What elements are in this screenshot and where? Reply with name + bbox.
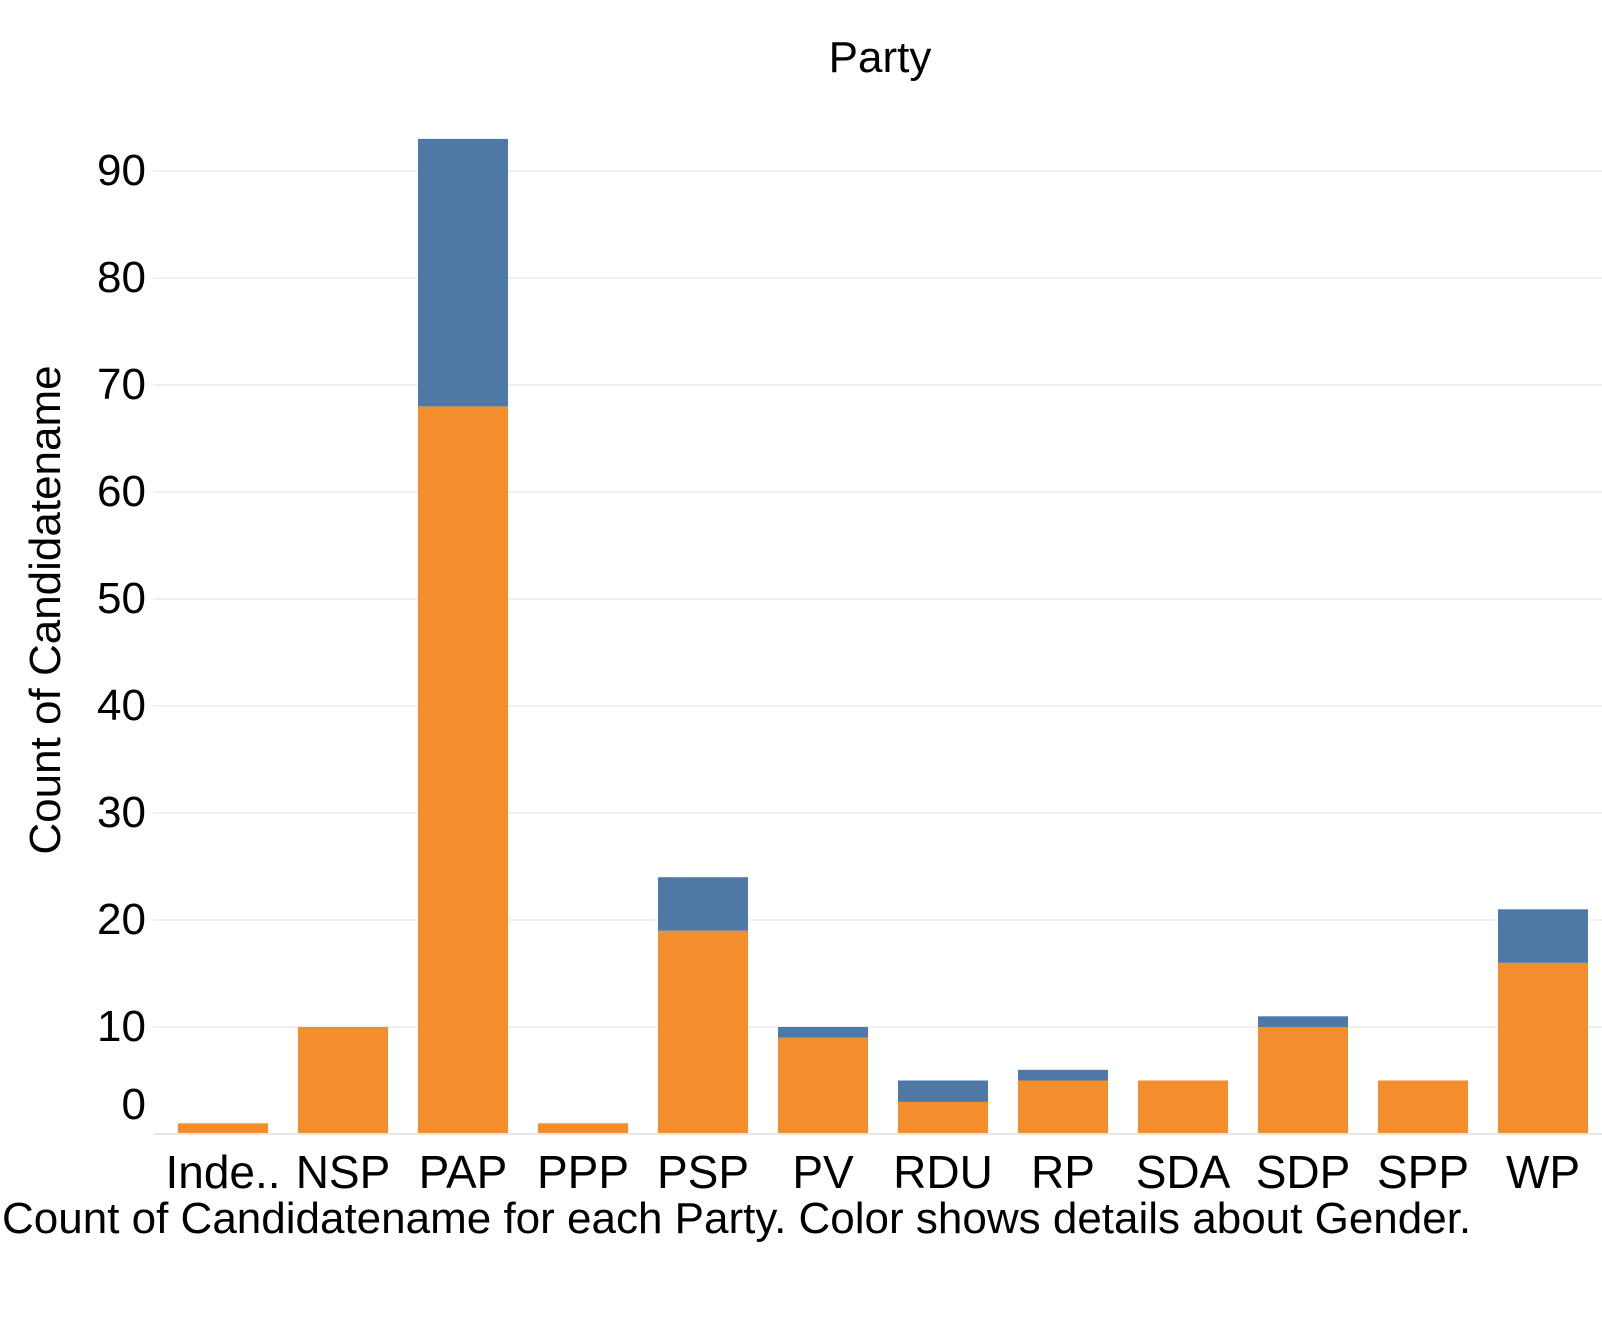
bar-segment-1[interactable] bbox=[1498, 909, 1588, 963]
bar-segment-0[interactable] bbox=[1018, 1080, 1108, 1135]
bar-segment-0[interactable] bbox=[178, 1123, 268, 1134]
bar-segment-0[interactable] bbox=[658, 930, 748, 1134]
bar-segment-1[interactable] bbox=[1018, 1069, 1108, 1081]
x-tick-label: NSP bbox=[296, 1146, 391, 1190]
y-tick-label: 90 bbox=[97, 146, 146, 195]
bars bbox=[178, 138, 1588, 1135]
x-axis-ticks: Inde.. NSP PAP PPP PSP PV RDU RP SDA SDP SPP WP bbox=[165, 1146, 1580, 1190]
bar-segment-1[interactable] bbox=[658, 877, 748, 931]
x-tick-label: SPP bbox=[1377, 1146, 1469, 1190]
bar-segment-1[interactable] bbox=[778, 1027, 868, 1038]
y-axis-label: Count of Candidatename bbox=[21, 365, 70, 854]
y-tick-label: 70 bbox=[97, 360, 146, 409]
bar-segment-0[interactable] bbox=[1498, 962, 1588, 1134]
y-tick-label: 30 bbox=[97, 788, 146, 837]
bar-segment-0[interactable] bbox=[778, 1037, 868, 1134]
bar-segment-0[interactable] bbox=[418, 406, 508, 1134]
stacked-bar-chart: Party Count of Candidatename 0 10 20 30 40 50… bbox=[21, 33, 1602, 1190]
x-tick-label: RDU bbox=[893, 1146, 993, 1190]
gridlines bbox=[153, 170, 1602, 1028]
bar-segment-0[interactable] bbox=[898, 1101, 988, 1134]
y-tick-label: 50 bbox=[97, 574, 146, 623]
bar-segment-0[interactable] bbox=[538, 1123, 628, 1134]
bar-segment-0[interactable] bbox=[1138, 1080, 1228, 1135]
y-tick-label: 80 bbox=[97, 253, 146, 302]
bar-segment-0[interactable] bbox=[1258, 1027, 1348, 1134]
bar-segment-0[interactable] bbox=[1378, 1080, 1468, 1135]
x-tick-label: PAP bbox=[419, 1146, 508, 1190]
y-tick-label: 20 bbox=[97, 895, 146, 944]
y-tick-label: 10 bbox=[97, 1002, 146, 1051]
x-tick-label: PSP bbox=[657, 1146, 749, 1190]
x-tick-label: SDA bbox=[1136, 1146, 1231, 1190]
x-tick-label: PV bbox=[792, 1146, 854, 1190]
bar-segment-1[interactable] bbox=[898, 1080, 988, 1102]
y-tick-label: 60 bbox=[97, 467, 146, 516]
bar-segment-1[interactable] bbox=[418, 138, 508, 407]
bar-segment-1[interactable] bbox=[1258, 1016, 1348, 1027]
x-tick-label: Inde.. bbox=[165, 1146, 280, 1190]
x-tick-label: PPP bbox=[537, 1146, 629, 1190]
y-axis-ticks: 0 10 20 30 40 50 60 70 80 90 bbox=[97, 146, 146, 1129]
y-tick-label: 40 bbox=[97, 681, 146, 730]
chart-title: Party bbox=[829, 33, 932, 82]
chart-caption: Count of Candidatename for each Party. C… bbox=[2, 1194, 1472, 1243]
x-tick-label: WP bbox=[1506, 1146, 1580, 1190]
bar-segment-0[interactable] bbox=[298, 1027, 388, 1134]
x-tick-label: SDP bbox=[1256, 1146, 1351, 1190]
y-tick-label: 0 bbox=[122, 1080, 146, 1129]
x-tick-label: RP bbox=[1031, 1146, 1095, 1190]
